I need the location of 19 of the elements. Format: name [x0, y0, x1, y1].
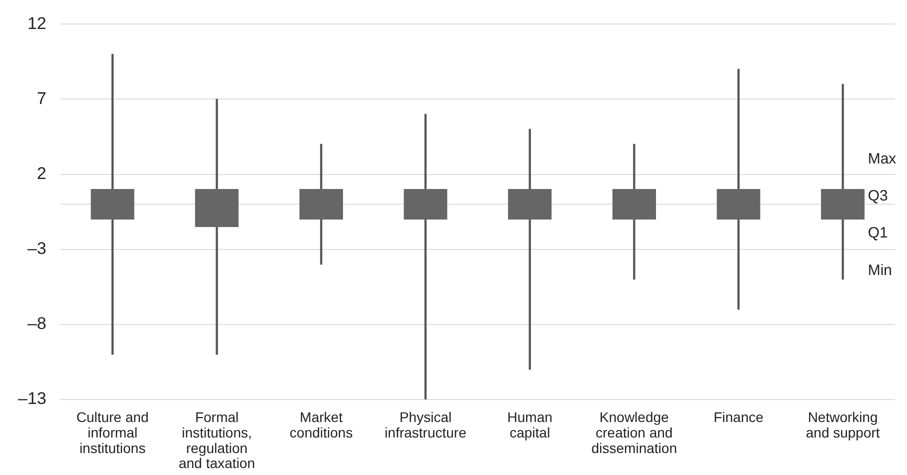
x-tick-label: Formal institutions, regulation and taxation	[178, 408, 256, 472]
annotation: Min	[868, 262, 892, 279]
y-tick-label: –13	[18, 389, 46, 408]
x-tick-label: Human capital	[507, 408, 552, 440]
x-tick-label: Market conditions	[290, 408, 353, 440]
x-tick-label: Knowledge creation and dissemination	[591, 408, 677, 456]
y-tick-label: 7	[36, 88, 46, 108]
annotation: Q1	[868, 224, 888, 242]
annotation: Q3	[868, 188, 888, 205]
candlestick	[612, 144, 656, 280]
y-tick-label: 12	[27, 14, 46, 33]
x-tick-label: Networking and support	[806, 408, 880, 440]
annotation: Max	[868, 150, 897, 168]
x-tick-label: Culture and informal institutions	[76, 408, 149, 456]
x-tick-label: Finance	[714, 408, 764, 425]
x-tick-label: Physical infrastructure	[384, 408, 467, 440]
y-tick-label: 2	[36, 164, 46, 183]
y-tick-label: –8	[27, 314, 46, 334]
y-tick-label: –3	[27, 239, 46, 258]
